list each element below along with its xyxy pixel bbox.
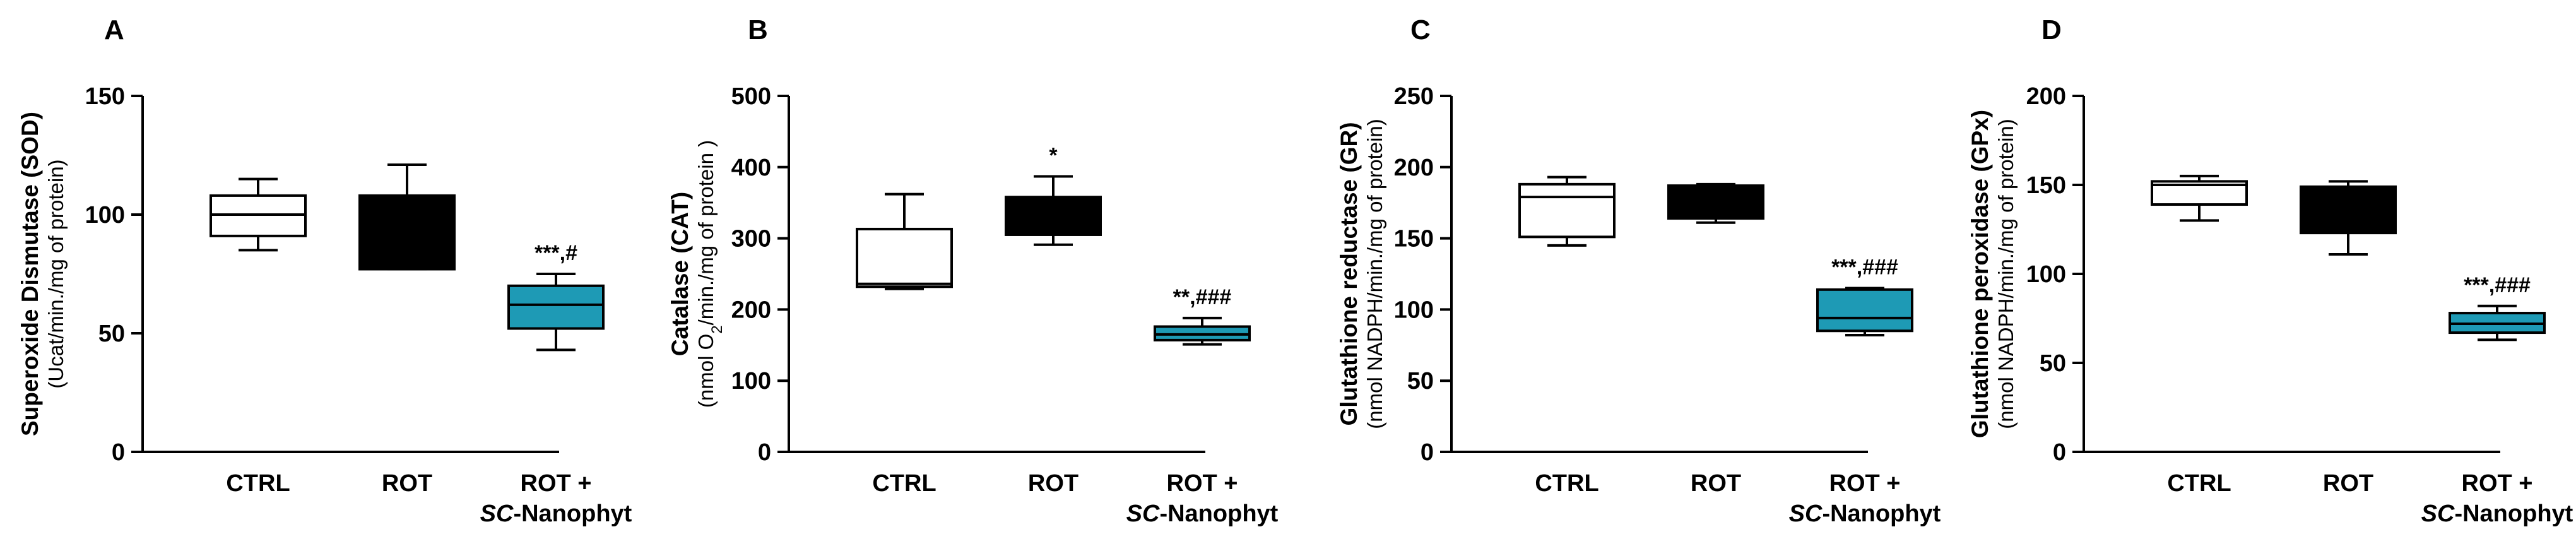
- y-tick-label: 0: [112, 439, 125, 466]
- x-category-label: ROT: [1691, 470, 1741, 497]
- x-category-label: ROT: [2323, 470, 2373, 497]
- significance-label: ***,###: [1831, 256, 1898, 280]
- box-iqr: [507, 284, 605, 330]
- y-tick-label: 150: [85, 83, 125, 110]
- chart-panel-a: A 0 50 100 150 Superoxide Dismutase (SOD) (Uca…: [17, 15, 632, 527]
- y-tick-label: 250: [1394, 83, 1434, 110]
- box-group: *: [1005, 143, 1102, 246]
- y-axis-title: Glutathione peroxidase (GPx): [1967, 110, 1993, 438]
- x-category-label: ROT +: [1167, 470, 1238, 497]
- y-tick-label: 50: [98, 321, 125, 347]
- panel-label: A: [104, 15, 124, 45]
- box-group: [1518, 175, 1616, 247]
- box-group: **,###: [1154, 285, 1251, 346]
- box-iqr: [358, 194, 456, 271]
- chart-panel-d: D 0 50 100 150 200 Glutathione peroxidase (GPx…: [1967, 15, 2573, 527]
- box-iqr: [2300, 185, 2397, 235]
- box-group: [2151, 174, 2248, 222]
- y-tick-label: 100: [2026, 261, 2066, 288]
- x-category-label: ROT +: [1829, 470, 1901, 497]
- box-group: [358, 163, 456, 271]
- y-axis-title: Catalase (CAT): [667, 192, 693, 356]
- y-tick-label: 300: [731, 226, 771, 252]
- chart-panel-c: C 0 50 100 150 200 250 Glutathione reductase (G…: [1336, 15, 1941, 527]
- box-group: [856, 193, 953, 290]
- x-category-sublabel: SC-Nanophyt: [1789, 501, 1941, 527]
- x-category-label: CTRL: [872, 470, 936, 497]
- box-group: [210, 177, 307, 252]
- x-category-label: CTRL: [2167, 470, 2231, 497]
- box-iqr: [856, 227, 953, 288]
- x-category-label: ROT +: [2462, 470, 2533, 497]
- y-tick-label: 0: [2053, 439, 2066, 466]
- significance-label: ***,#: [535, 241, 577, 265]
- y-tick-label: 200: [731, 297, 771, 323]
- x-category-label: CTRL: [226, 470, 290, 497]
- y-axis-title: Glutathione reductase (GR): [1336, 122, 1362, 425]
- box-iqr: [1518, 182, 1616, 239]
- y-tick-label: 500: [731, 83, 771, 110]
- box-iqr: [1816, 288, 1913, 333]
- x-category-label: ROT: [1028, 470, 1078, 497]
- box-group: [2300, 180, 2397, 256]
- x-category-sublabel: SC-Nanophyt: [2421, 501, 2573, 527]
- y-tick-label: 200: [2026, 83, 2066, 110]
- y-axis-unit: (nmol NADPH/min./mg of protein): [1363, 119, 1386, 429]
- y-tick-label: 50: [2040, 350, 2066, 377]
- chart-panel-b: B 0 100 200 300 400 500 Catalase (CAT)(nmol O2/…: [667, 15, 1279, 527]
- box-iqr: [1005, 196, 1102, 236]
- y-tick-label: 150: [1394, 226, 1434, 252]
- box-group: [1667, 182, 1764, 224]
- y-tick-label: 100: [85, 202, 125, 228]
- y-axis-unit: (nmol NADPH/min./mg of protein): [1994, 119, 2018, 429]
- y-tick-label: 400: [731, 155, 771, 181]
- y-axis-unit: (Ucat/min./mg of protein): [44, 159, 68, 388]
- box-group: ***,#: [507, 241, 605, 352]
- panel-label: D: [2041, 15, 2062, 45]
- y-tick-label: 100: [731, 368, 771, 394]
- y-tick-label: 0: [1421, 439, 1434, 466]
- y-tick-label: 50: [1407, 368, 1434, 394]
- y-tick-label: 150: [2026, 172, 2066, 199]
- significance-label: *: [1049, 143, 1058, 167]
- panel-label: B: [748, 15, 768, 45]
- y-tick-label: 0: [758, 439, 771, 466]
- significance-label: ***,###: [2464, 273, 2531, 297]
- x-category-sublabel: SC-Nanophyt: [480, 501, 632, 527]
- y-tick-label: 100: [1394, 297, 1434, 323]
- x-category-label: ROT: [382, 470, 432, 497]
- x-category-label: CTRL: [1535, 470, 1598, 497]
- significance-label: **,###: [1173, 285, 1232, 309]
- y-tick-label: 200: [1394, 155, 1434, 181]
- panel-label: C: [1410, 15, 1431, 45]
- x-category-label: ROT +: [521, 470, 592, 497]
- y-axis-title: Superoxide Dismutase (SOD): [17, 112, 43, 436]
- box-group: ***,###: [1816, 256, 1913, 337]
- x-category-sublabel: SC-Nanophyt: [1126, 501, 1279, 527]
- y-axis-unit: (nmol O2/min./mg of protein ): [694, 140, 726, 408]
- box-group: ***,###: [2449, 273, 2546, 341]
